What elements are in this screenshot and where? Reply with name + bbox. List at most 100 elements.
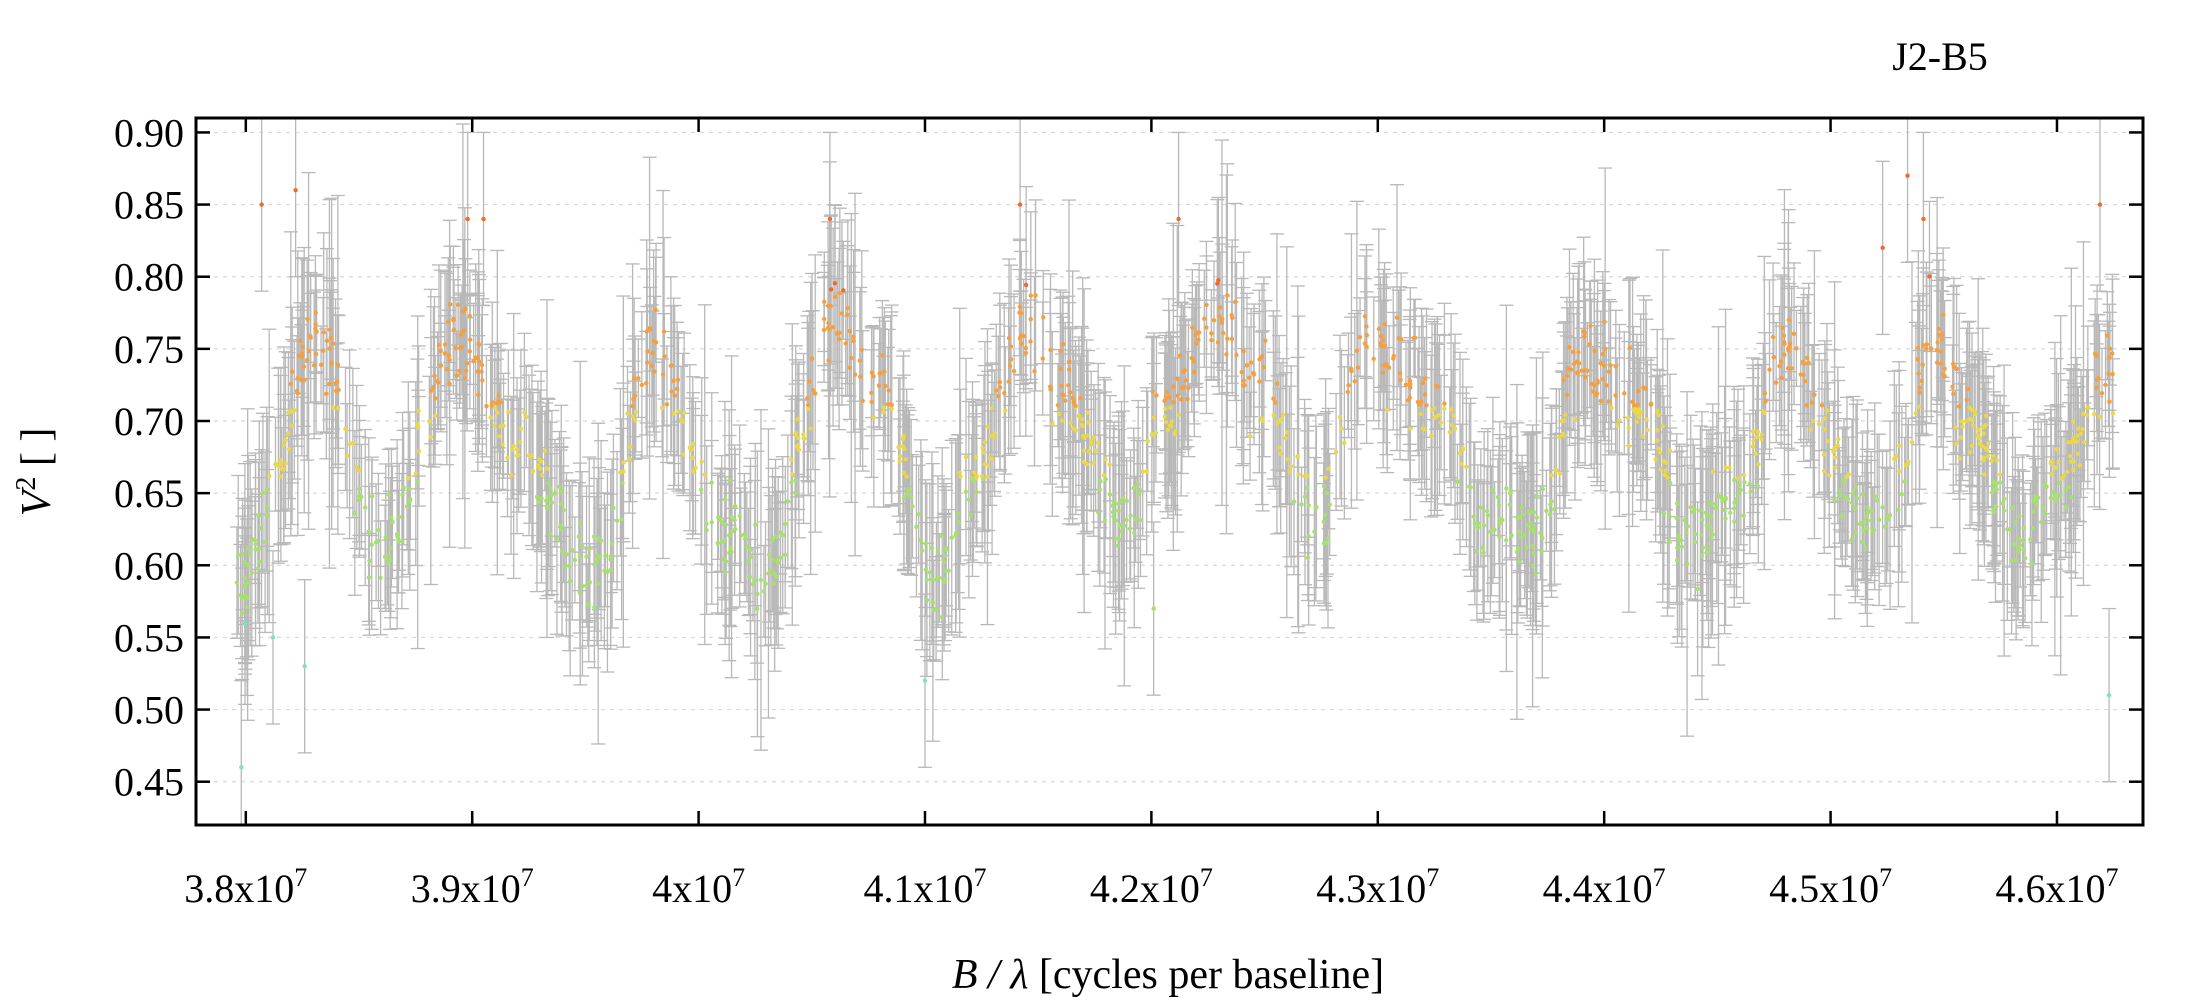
data-point [1178, 353, 1182, 357]
data-point [1074, 428, 1078, 432]
data-point [1780, 326, 1784, 330]
data-point [1655, 428, 1659, 432]
data-point [1481, 551, 1485, 555]
data-point [1108, 492, 1112, 496]
data-point [633, 418, 637, 422]
data-point [1176, 217, 1180, 221]
data-point [748, 548, 752, 552]
data-point [2035, 503, 2039, 507]
data-point [1588, 324, 1592, 328]
data-point [1973, 412, 1977, 416]
data-point [650, 364, 654, 368]
data-point [1224, 352, 1228, 356]
data-point [772, 582, 776, 586]
data-point [1566, 366, 1570, 370]
data-point [1549, 499, 1553, 503]
data-point [1179, 397, 1183, 401]
data-point [1880, 505, 1884, 509]
data-point [1753, 452, 1757, 456]
data-point [980, 474, 984, 478]
data-point [930, 577, 934, 581]
y-tick-label: 0.60 [114, 543, 184, 588]
data-point [1719, 495, 1723, 499]
data-point [246, 581, 250, 585]
data-point [261, 491, 265, 495]
data-point [2013, 520, 2017, 524]
data-point [1691, 510, 1695, 514]
data-point [1520, 505, 1524, 509]
data-point [770, 558, 774, 562]
data-point [727, 478, 731, 482]
data-point [1286, 457, 1290, 461]
data-point [367, 529, 371, 533]
data-point [923, 541, 927, 545]
data-point [2065, 470, 2069, 474]
data-point [1464, 465, 1468, 469]
data-point [1169, 424, 1173, 428]
data-point [1982, 472, 1986, 476]
data-point [325, 339, 329, 343]
data-point [1018, 202, 1022, 206]
data-point [580, 584, 584, 588]
y-axis-label-unit: [ ] [14, 428, 60, 477]
data-point [1808, 427, 1812, 431]
data-point [476, 369, 480, 373]
data-point [280, 467, 284, 471]
data-point [733, 504, 737, 508]
data-point [690, 447, 694, 451]
data-point [1917, 371, 1921, 375]
data-point [1032, 369, 1036, 373]
data-point [1442, 401, 1446, 405]
data-point [827, 327, 831, 331]
data-point [577, 590, 581, 594]
data-point [493, 405, 497, 409]
data-point [1563, 413, 1567, 417]
data-point [778, 555, 782, 559]
data-point [1481, 545, 1485, 549]
y-tick-label: 0.85 [114, 183, 184, 228]
data-point [1649, 402, 1653, 406]
data-point [704, 528, 708, 532]
data-point [1058, 349, 1062, 353]
data-point [1963, 419, 1967, 423]
y-tick-label: 0.70 [114, 399, 184, 444]
data-point [1151, 389, 1155, 393]
data-point [465, 217, 469, 221]
data-point [1782, 352, 1786, 356]
data-point [1306, 556, 1310, 560]
data-point [608, 568, 612, 572]
data-point [1736, 476, 1740, 480]
data-point [748, 555, 752, 559]
data-point [357, 468, 361, 472]
data-point [722, 557, 726, 561]
data-point [564, 552, 568, 556]
data-point [789, 458, 793, 462]
data-point [1061, 342, 1065, 346]
data-point [904, 457, 908, 461]
data-point [1530, 564, 1534, 568]
data-point [1794, 346, 1798, 350]
data-point [476, 355, 480, 359]
data-point [445, 367, 449, 371]
data-point [751, 582, 755, 586]
data-point [308, 334, 312, 338]
data-point [2085, 413, 2089, 417]
data-point [1220, 317, 1224, 321]
data-point [1571, 350, 1575, 354]
data-point [1641, 434, 1645, 438]
data-point [1549, 473, 1553, 477]
data-point [1622, 391, 1626, 395]
data-point [1826, 409, 1830, 413]
data-point [243, 621, 247, 625]
data-point [1283, 436, 1287, 440]
data-point [1992, 510, 1996, 514]
data-point [1873, 494, 1877, 498]
data-point [1645, 428, 1649, 432]
data-point [2002, 508, 2006, 512]
data-point [1858, 522, 1862, 526]
data-point [559, 527, 563, 531]
data-point [439, 349, 443, 353]
data-point [1140, 469, 1144, 473]
data-point [1077, 414, 1081, 418]
data-point [313, 322, 317, 326]
